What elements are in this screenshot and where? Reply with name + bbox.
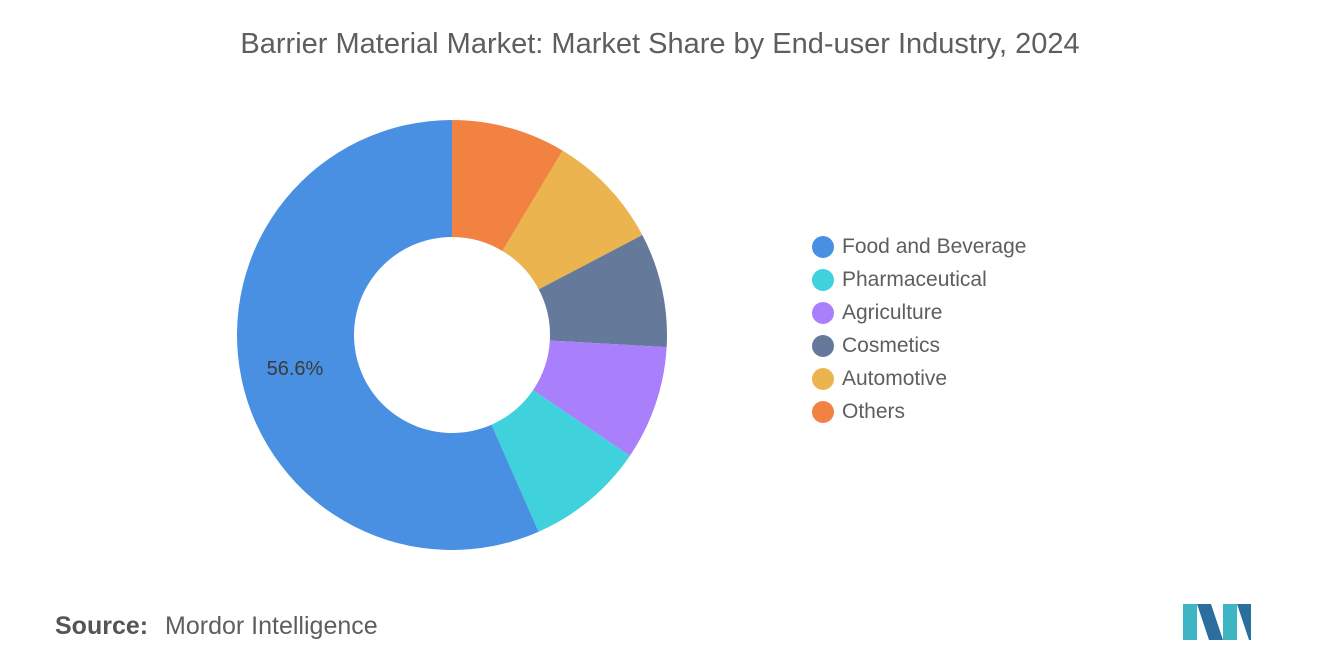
legend-label: Pharmaceutical (842, 267, 987, 291)
slice-food-and-beverage (237, 120, 539, 550)
chart-title: Barrier Material Market: Market Share by… (240, 28, 1080, 60)
data-label: 56.6% (267, 358, 324, 380)
legend-item: Cosmetics (812, 329, 1026, 362)
legend-swatch (812, 235, 834, 258)
legend-label: Cosmetics (842, 333, 941, 357)
legend-swatch (812, 268, 834, 291)
legend-item: Automotive (812, 362, 1026, 395)
slice-automotive (502, 150, 643, 290)
legend-swatch (812, 400, 834, 423)
legend-label: Automotive (842, 366, 948, 390)
chart-legend: Food and Beverage Pharmaceutical Agricultu… (812, 230, 1026, 428)
legend-label: Others (842, 399, 906, 423)
donut-slices (237, 120, 667, 550)
legend-label: Agriculture (842, 300, 943, 324)
legend-item: Others (812, 395, 1026, 428)
slice-others (452, 120, 563, 251)
legend-swatch (812, 301, 834, 324)
source-name: Mordor Intelligence (165, 612, 378, 640)
legend-label: Food and Beverage (842, 234, 1027, 258)
legend-item: Agriculture (812, 296, 1026, 329)
source-label: Source: (55, 612, 149, 640)
slice-pharmaceutical (491, 390, 630, 532)
mordor-intelligence-logo (1183, 604, 1251, 640)
legend-swatch (812, 334, 834, 357)
data-labels: 56.6% (267, 358, 324, 380)
source-note: Source: Mordor Intelligence (55, 612, 378, 641)
legend-item: Pharmaceutical (812, 263, 1026, 296)
slice-cosmetics (538, 234, 667, 348)
slice-agriculture (533, 340, 667, 456)
legend-item: Food and Beverage (812, 230, 1026, 263)
legend-swatch (812, 367, 834, 390)
